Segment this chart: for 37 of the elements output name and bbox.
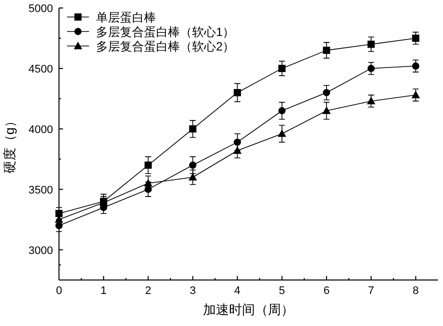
point (368, 40, 375, 48)
x-tick-label: 4 (234, 285, 240, 297)
legend-label: 多层复合蛋白棒（软心1） (96, 25, 235, 39)
point (144, 162, 152, 169)
x-tick-label: 1 (100, 285, 107, 297)
y-tick-label: 3000 (28, 244, 53, 257)
legend-label: 多层复合蛋白棒（软心2） (96, 40, 235, 54)
point (368, 64, 375, 72)
y-tick-label: 4500 (28, 63, 53, 76)
point (412, 34, 420, 42)
point (189, 125, 196, 132)
point (322, 106, 331, 114)
point (412, 90, 420, 98)
y-tick-label: 4000 (28, 124, 53, 136)
point (278, 64, 286, 72)
x-tick-label: 5 (278, 285, 286, 297)
y-tick-label: 5000 (28, 3, 53, 15)
x-axis-title: 加速时间（周） (203, 302, 294, 317)
y-tick-label: 3500 (28, 184, 53, 196)
point (322, 46, 330, 54)
x-tick-label: 6 (323, 285, 330, 297)
x-tick-label: 7 (368, 285, 374, 297)
x-tick-label: 3 (190, 285, 196, 297)
point (144, 178, 152, 186)
x-tick-label: 0 (56, 285, 62, 297)
point (366, 96, 376, 104)
y-axis-title: 硬度（g） (2, 114, 17, 174)
point (233, 146, 242, 154)
point (234, 89, 241, 96)
point (278, 107, 286, 114)
point (278, 129, 286, 137)
point (322, 89, 330, 96)
point (189, 162, 196, 169)
legend-label: 单层蛋白棒 (96, 10, 156, 24)
x-tick-label: 8 (412, 285, 419, 297)
x-tick-label: 2 (145, 285, 152, 297)
point (412, 62, 420, 70)
